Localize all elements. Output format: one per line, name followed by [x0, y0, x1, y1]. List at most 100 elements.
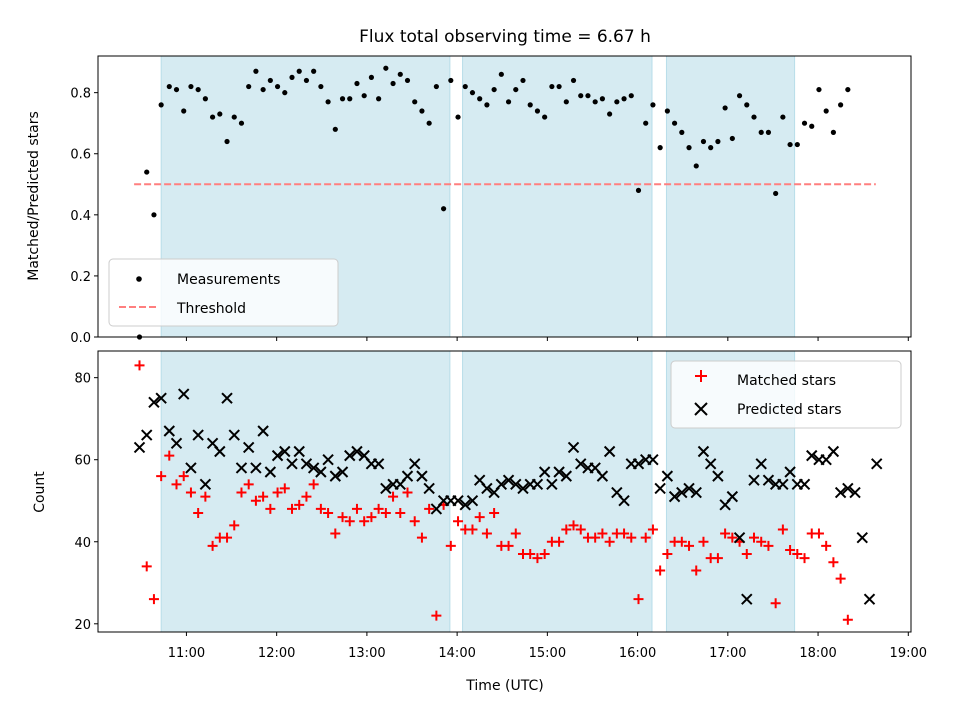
matched-stars-point: [193, 508, 204, 519]
predicted-stars-point: [762, 474, 775, 486]
measurement-point: [498, 71, 504, 77]
measurement-point: [253, 68, 259, 74]
x-tick-label: 18:00: [799, 646, 836, 661]
y-axis-label-count: Count: [32, 471, 48, 513]
predicted-stars-point: [777, 478, 789, 491]
matched-stars-point: [720, 528, 731, 539]
measurement-point: [845, 86, 851, 93]
measurement-point: [303, 77, 310, 84]
measurement-point: [809, 123, 815, 129]
matched-stars-point: [373, 503, 384, 514]
predicted-stars-point: [560, 470, 573, 482]
measurement-point: [390, 80, 396, 87]
predicted-stars-point: [452, 495, 464, 507]
measurement-point: [563, 99, 569, 105]
predicted-stars-point: [329, 470, 342, 482]
measurement-point: [534, 108, 541, 114]
matched-stars-point: [236, 487, 247, 498]
measurement-point: [181, 108, 187, 114]
measurement-point: [477, 96, 483, 102]
matched-stars-point: [633, 594, 644, 605]
measurement-point: [311, 68, 317, 74]
predicted-stars-point: [300, 458, 313, 470]
predicted-stars-point: [632, 458, 645, 470]
measurement-point: [246, 83, 252, 90]
matched-stars-point: [323, 508, 334, 519]
predicted-stars-point: [257, 425, 269, 437]
predicted-stars-point: [618, 495, 630, 507]
predicted-stars-point: [221, 392, 233, 404]
matched-stars-point: [532, 553, 543, 564]
predicted-stars-point: [242, 441, 255, 454]
predicted-stars-point: [575, 458, 587, 470]
measurement-point: [686, 145, 692, 151]
x-tick-label: 19:00: [890, 646, 927, 661]
matched-stars-point: [597, 528, 608, 539]
predicted-stars-point: [676, 486, 688, 499]
matched-stars-point: [453, 516, 464, 527]
axes-frame-bottom: [97, 350, 912, 633]
predicted-stars-point: [733, 531, 746, 544]
predicted-stars-point: [704, 458, 717, 470]
measurement-point: [368, 74, 375, 80]
x-tick-label: 13:00: [348, 646, 385, 661]
measurement-point: [643, 120, 649, 126]
matched-stars-point: [156, 471, 167, 482]
predicted-stars-point: [863, 593, 876, 605]
measurement-point: [773, 190, 779, 197]
measurement-point: [491, 86, 497, 93]
predicted-stars-point: [661, 470, 674, 482]
matched-stars-point: [835, 573, 846, 584]
matched-stars-point: [604, 536, 615, 547]
predicted-stars-point: [351, 445, 363, 458]
measurement-point: [224, 138, 230, 145]
measurement-point: [744, 102, 750, 108]
measurement-point: [455, 114, 461, 120]
legend-measurements-marker: [136, 276, 142, 282]
measurement-point: [361, 93, 367, 99]
matched-stars-point: [698, 536, 709, 547]
predicted-stars-point: [510, 478, 522, 491]
measurement-point: [289, 74, 295, 80]
predicted-stars-point: [409, 458, 421, 470]
matched-stars-point: [792, 549, 803, 560]
measurement-point: [195, 86, 201, 93]
measurement-point: [505, 99, 512, 105]
matched-stars-point: [842, 614, 853, 625]
x-tick-label: 14:00: [438, 646, 475, 661]
legend-top: Measurements Threshold: [108, 258, 339, 327]
measurement-point: [318, 83, 324, 90]
predicted-stars-point: [871, 458, 883, 470]
measurement-point: [231, 114, 237, 120]
predicted-stars-point: [697, 445, 710, 458]
measurement-point: [217, 111, 223, 117]
matched-stars-point: [178, 471, 189, 482]
matched-stars-point: [676, 536, 687, 547]
matched-stars-point: [141, 561, 152, 572]
predicted-stars-point: [827, 445, 840, 458]
matched-stars-point: [308, 479, 319, 490]
measurement-point: [469, 90, 476, 96]
matched-stars-point: [351, 503, 362, 514]
predicted-stars-point: [163, 425, 175, 437]
matched-stars-point: [229, 520, 240, 531]
predicted-stars-point: [481, 482, 493, 495]
matched-stars-point: [279, 483, 290, 494]
measurement-point: [570, 77, 577, 84]
matched-stars-point: [763, 540, 774, 551]
predicted-stars-point: [380, 482, 392, 495]
legend-predicted-label: Predicted stars: [737, 402, 842, 418]
measurement-point: [347, 96, 353, 102]
predicted-stars-point: [401, 470, 414, 482]
matched-stars-point: [525, 549, 536, 560]
measurement-point: [202, 96, 208, 102]
predicted-stars-point: [596, 470, 609, 482]
matched-stars-point: [445, 540, 456, 551]
matched-stars-point: [315, 503, 326, 514]
predicted-stars-point: [459, 499, 471, 511]
measurement-point: [729, 135, 735, 142]
measurement-point: [556, 83, 562, 90]
measurement-point: [657, 145, 663, 151]
y-tick-label: 40: [74, 536, 91, 551]
y-tick-label: 0.2: [70, 270, 91, 285]
